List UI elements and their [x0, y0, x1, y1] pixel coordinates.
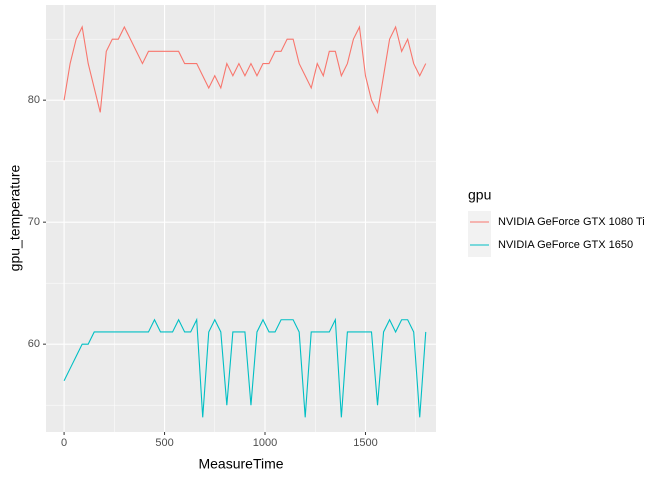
lines [63, 25, 427, 418]
panel [46, 5, 436, 432]
legend-label: NVIDIA GeForce GTX 1080 Ti [498, 216, 645, 228]
series-line [63, 317, 427, 418]
x-tick-label: 1500 [353, 437, 377, 449]
y-tick-label: 60 [28, 338, 40, 350]
y-tick-label: 70 [28, 216, 40, 228]
grid [46, 5, 436, 432]
x-axis-title: MeasureTime [198, 456, 283, 472]
y-axis-title: gpu_temperature [7, 164, 23, 271]
legend-title: gpu [468, 187, 491, 203]
x-tick-label: 500 [155, 437, 173, 449]
x-tick-label: 0 [61, 437, 67, 449]
legend: NVIDIA GeForce GTX 1080 Ti NVIDIA GeForce… [468, 211, 645, 257]
series-line [63, 25, 427, 115]
y-tick-label: 80 [28, 94, 40, 106]
legend-label: NVIDIA GeForce GTX 1650 [498, 239, 633, 251]
x-tick-label: 1000 [253, 437, 277, 449]
